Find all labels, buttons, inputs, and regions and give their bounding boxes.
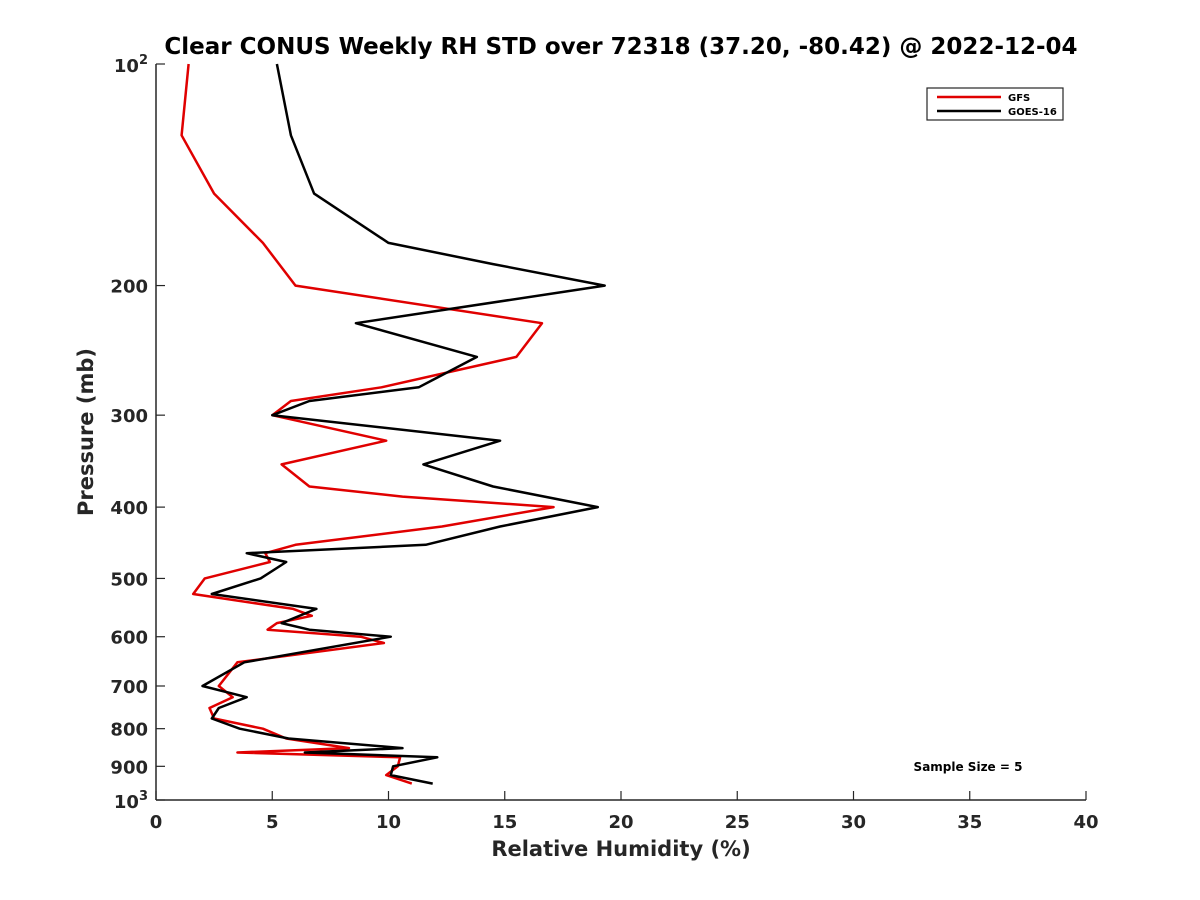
- y-tick-label: 400: [110, 498, 148, 519]
- y-tick-label: 900: [110, 757, 148, 778]
- series-layer: [180, 63, 606, 785]
- x-tick-label: 15: [492, 812, 517, 833]
- legend-label-gfs: GFS: [1008, 93, 1030, 104]
- y-axis-ticks: 200 300 400 500 600 700 800 900 102 103: [110, 53, 165, 813]
- sample-size-annotation: Sample Size = 5: [914, 760, 1023, 774]
- legend: GFS GOES-16: [926, 87, 1064, 121]
- x-tick-label: 25: [725, 812, 750, 833]
- y-tick-label-exponent: 102: [114, 53, 148, 77]
- x-axis-ticks: 0 5 10 15 20 25 30 35 40: [150, 791, 1099, 833]
- y-axis-label: Pressure (mb): [74, 348, 98, 516]
- x-axis-label: Relative Humidity (%): [491, 837, 750, 861]
- legend-box: [926, 87, 1064, 121]
- series-line-goes16: [201, 63, 606, 785]
- x-tick-label: 10: [376, 812, 401, 833]
- legend-label-goes16: GOES-16: [1008, 107, 1057, 118]
- y-tick-label-exponent: 103: [114, 789, 148, 813]
- y-tick-label: 700: [110, 677, 148, 698]
- x-tick-label: 30: [841, 812, 866, 833]
- x-tick-label: 0: [150, 812, 163, 833]
- y-tick-label: 800: [110, 720, 148, 741]
- x-tick-label: 20: [608, 812, 633, 833]
- y-tick-label: 200: [110, 277, 148, 298]
- y-tick-label: 500: [110, 569, 148, 590]
- x-tick-label: 40: [1073, 812, 1098, 833]
- y-tick-label: 600: [110, 628, 148, 649]
- y-tick-label: 300: [110, 406, 148, 427]
- chart-title: Clear CONUS Weekly RH STD over 72318 (37…: [164, 34, 1077, 60]
- x-tick-label: 5: [266, 812, 279, 833]
- x-tick-label: 35: [957, 812, 982, 833]
